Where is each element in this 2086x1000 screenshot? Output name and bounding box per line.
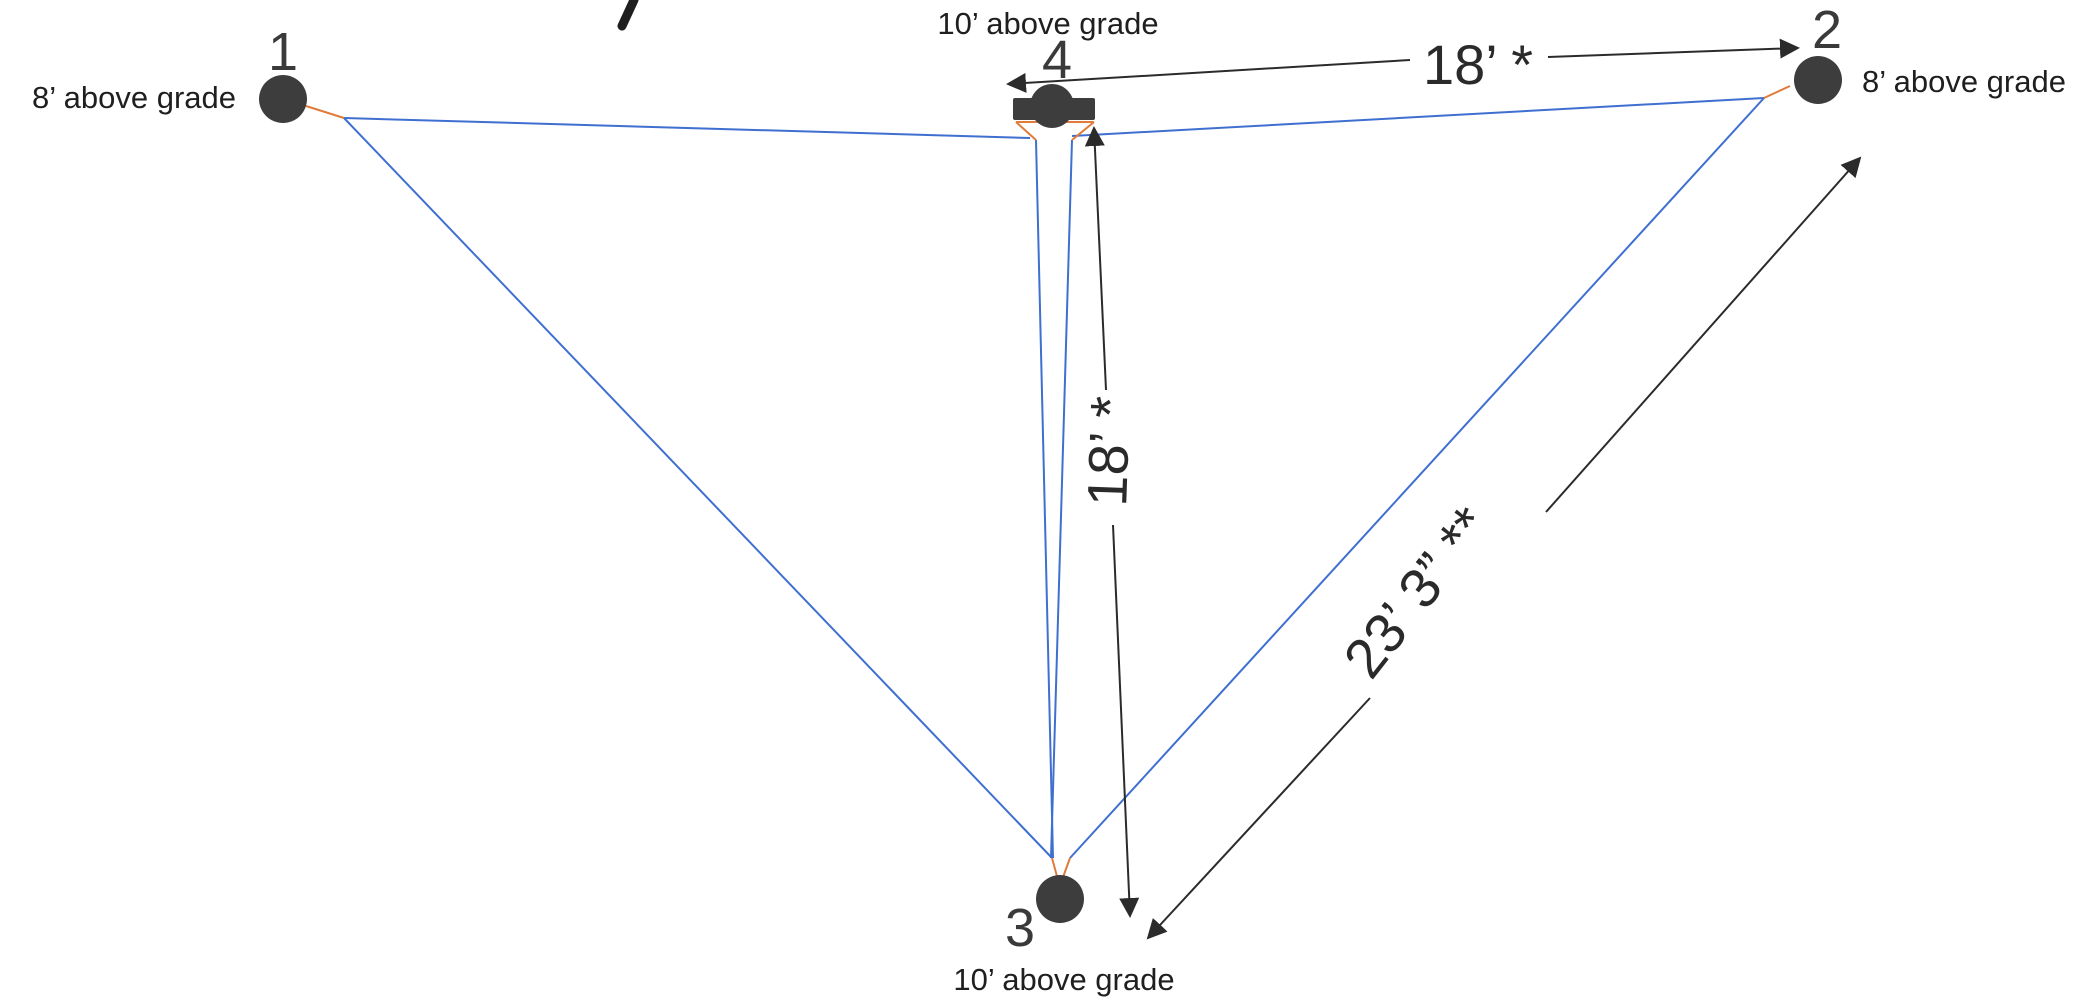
dimension-top-line-right	[1547, 38, 1800, 59]
hardware-post-1	[305, 105, 345, 119]
sail-edge-1-3	[343, 117, 1053, 859]
post-1-marker	[259, 75, 307, 123]
post-3-marker	[1036, 875, 1084, 923]
post-4-marker	[1013, 84, 1095, 128]
post-4-grade-label: 10’ above grade	[937, 6, 1158, 41]
attachment-hardware	[305, 85, 1791, 881]
sail-edge-4-3-left	[1035, 139, 1054, 859]
dimension-center-line-up	[1084, 126, 1107, 391]
sail-edge-4-3-right	[1050, 139, 1073, 859]
cropped-stroke-mark	[617, 0, 639, 31]
post-1-grade-label: 8’ above grade	[32, 80, 236, 115]
sail-edge-4-2	[1071, 97, 1765, 137]
dimension-top: 18’ *	[1006, 33, 1800, 96]
sail-edge-1-4	[343, 117, 1031, 139]
post-1-number: 1	[268, 22, 298, 82]
sail-edges	[343, 97, 1765, 859]
dimension-diagonal-line-up	[1545, 156, 1862, 513]
post-3-grade-label: 10’ above grade	[953, 962, 1174, 997]
dimension-diagonal-line-down	[1146, 697, 1371, 940]
post-2-number: 2	[1812, 0, 1842, 60]
dimension-top-line-left	[1006, 59, 1411, 93]
dimension-center: 18’ *	[1075, 126, 1142, 918]
hardware-post-4-left	[1015, 121, 1037, 141]
post-2-marker	[1794, 56, 1842, 104]
dimension-diagonal: 23’ 3” **	[1146, 156, 1862, 940]
dimension-top-label: 18’ *	[1423, 33, 1533, 96]
dimension-center-label: 18’ *	[1075, 395, 1142, 507]
post-3-number: 3	[1005, 898, 1035, 958]
hardware-post-4-right	[1071, 121, 1095, 141]
dimension-center-line-down	[1112, 524, 1140, 918]
hardware-post-2	[1763, 85, 1791, 99]
post-2-grade-label: 8’ above grade	[1862, 64, 2066, 99]
dimension-diagonal-label: 23’ 3” **	[1331, 495, 1502, 689]
sail-edge-2-3	[1069, 97, 1765, 859]
